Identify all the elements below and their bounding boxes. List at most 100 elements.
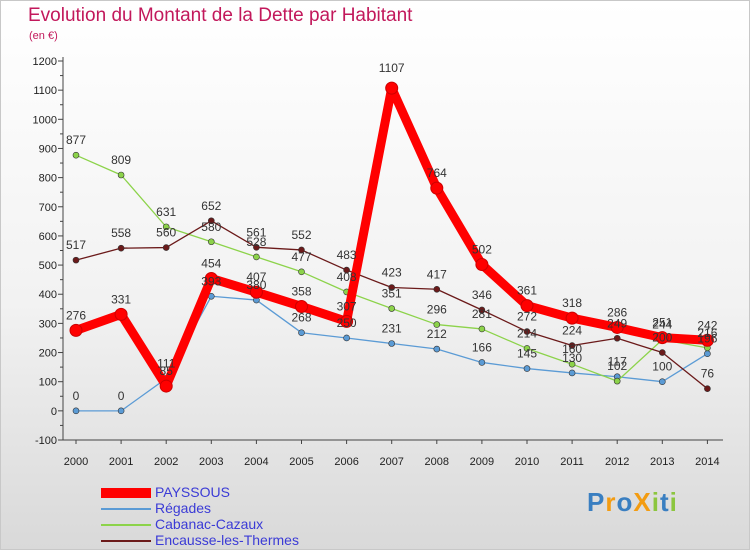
data-label: 231 [382,322,402,336]
x-tick-label: 2012 [605,456,629,468]
data-label: 102 [607,359,627,373]
data-label: 502 [472,242,492,256]
data-label: 652 [201,199,221,213]
data-label: 561 [246,225,266,239]
data-label: 268 [291,311,311,325]
data-point [340,314,354,328]
data-point [385,81,399,95]
data-point [610,320,624,334]
data-point [208,217,215,225]
data-point [72,151,80,159]
data-point [475,257,489,271]
data-label: 1107 [379,61,405,75]
data-point [253,253,260,261]
data-label: 528 [246,235,266,249]
data-point [298,329,305,337]
data-point [523,328,531,335]
data-point [249,285,263,299]
x-tick-label: 2006 [334,456,358,468]
data-label: 631 [156,205,176,219]
legend-label: PAYSSOUS [155,484,230,500]
data-point [478,306,486,314]
x-tick-label: 2008 [425,456,449,468]
data-point [433,345,441,353]
data-label: 417 [427,267,447,281]
x-tick-label: 2007 [379,456,403,468]
y-tick-label: 800 [39,173,57,185]
data-point [114,307,128,321]
legend-swatch [101,540,151,542]
data-point [388,305,396,312]
data-labels-layer: 0 0 111 393 380 268 250 231 212 166 145 130 117 100 19… [66,61,718,403]
data-point [520,299,534,313]
data-point [388,284,396,291]
y-tick-label: 400 [39,289,57,301]
data-label: 477 [291,250,311,264]
data-label: 408 [337,270,357,284]
data-point [159,379,173,393]
data-label: 517 [66,238,86,252]
data-label: 251 [652,316,672,330]
data-point [69,323,83,337]
data-label: 76 [701,367,715,381]
data-label: 423 [382,266,402,280]
data-point [478,325,486,333]
data-label: 200 [652,331,672,345]
data-label: 407 [246,270,266,284]
data-label: 100 [652,360,672,374]
y-tick-label: 1000 [33,114,57,126]
logo-letter: o [616,487,634,517]
data-point [568,360,576,368]
data-point [343,266,350,274]
data-point [117,171,125,179]
legend-label: Encausse-les-Thermes [155,532,299,548]
data-point [433,285,441,293]
data-label: 286 [607,305,627,319]
legend-swatch [101,508,151,510]
data-point [72,256,80,264]
data-point [658,349,666,356]
logo-letter: P [587,487,606,517]
y-tick-label: 0 [51,406,57,418]
x-tick-label: 2000 [64,456,88,468]
data-point [388,340,396,347]
data-label: 351 [382,287,402,301]
data-point [117,244,125,252]
legend-label: Régades [155,500,212,516]
data-point [478,359,486,366]
x-tick-label: 2014 [695,456,719,468]
data-point [568,342,576,349]
data-label: 361 [517,284,537,298]
data-label: 130 [562,351,582,365]
logo-letter: i [669,487,678,517]
data-point [568,369,576,377]
data-point [72,407,80,415]
x-tick-label: 2003 [199,456,223,468]
data-label: 160 [562,342,582,356]
logo-letter: r [605,487,617,517]
data-label: 85 [160,364,174,378]
data-label: 145 [517,347,537,361]
data-point [655,331,669,345]
chart-unit-label: (en €) [29,30,58,42]
data-point [704,350,711,358]
x-tick-label: 2002 [154,456,178,468]
data-label: 454 [201,256,221,270]
data-point [433,321,441,328]
data-point [704,385,711,392]
data-label: 196 [697,332,717,346]
logo-letter: X [633,487,652,517]
data-label: 0 [118,389,125,403]
y-tick-label: 700 [39,202,57,214]
data-point [613,377,621,385]
logo-letter: t [659,487,670,517]
y-tick-label: 900 [39,143,57,155]
data-label: 560 [156,226,176,240]
x-tick-label: 2004 [244,456,268,468]
data-label: 558 [111,226,131,240]
data-label: 0 [73,389,80,403]
data-label: 483 [337,248,357,262]
data-point [162,223,170,231]
data-label: 272 [517,310,537,324]
data-label: 212 [427,327,447,341]
